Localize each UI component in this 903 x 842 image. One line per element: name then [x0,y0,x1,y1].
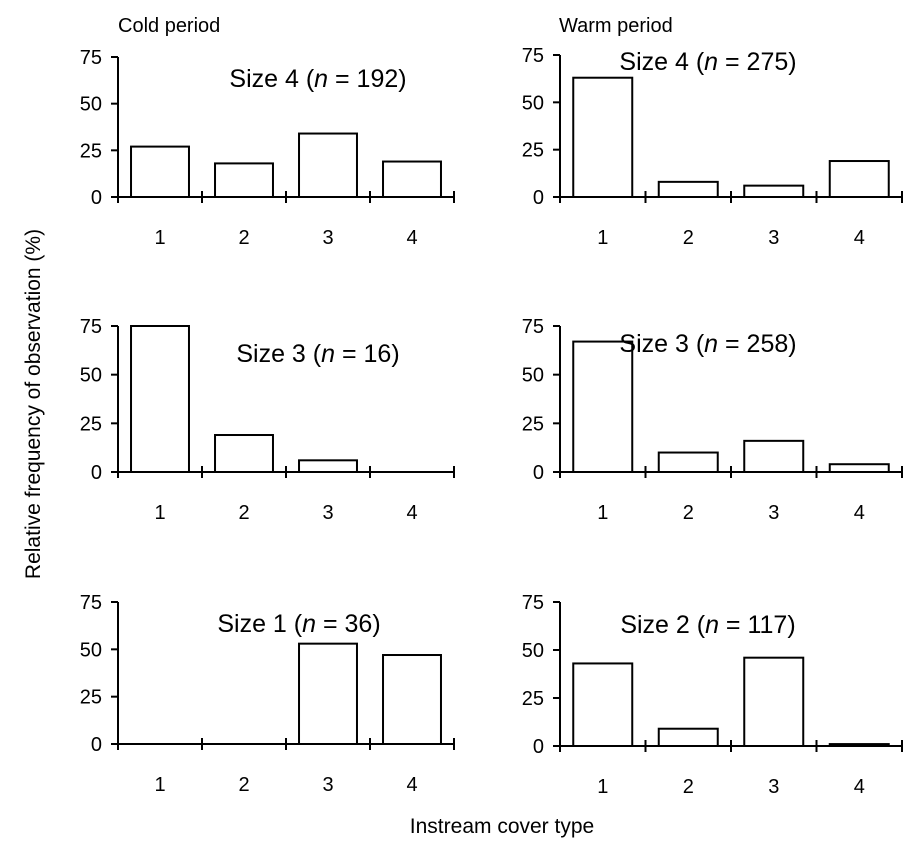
bar-2 [657,727,719,747]
y-tick-label: 75 [522,592,544,614]
y-tick-label: 75 [80,47,102,69]
x-tick-label: 4 [406,227,417,249]
x-tick-label: 1 [597,502,608,524]
x-tick-label: 2 [238,502,249,524]
x-tick-label: 2 [683,227,694,249]
bar-4 [382,160,442,199]
bar-2 [214,434,274,474]
x-tick-label: 4 [854,776,865,798]
x-tick-label: 4 [406,502,417,524]
x-tick-label: 2 [238,774,249,796]
y-tick-label: 50 [80,94,102,116]
y-axis-label: Relative frequency of observation (%) [22,229,45,579]
chart-panel-warm-size3: 0 25 50 75 1 2 3 4 Size 3 (n = 258) [522,316,903,524]
panel-title: Size 3 (n = 258) [619,330,796,358]
y-tick-label: 0 [91,734,102,756]
x-tick-label: 2 [238,227,249,249]
bar-4 [828,160,890,199]
x-tick-label: 4 [854,502,865,524]
column-title-warm: Warm period [559,15,673,37]
x-tick-label: 1 [597,227,608,249]
x-tick-label: 3 [322,502,333,524]
x-tick-label: 3 [322,227,333,249]
bar-1 [572,340,634,473]
bar-4 [828,463,890,474]
x-tick-label: 1 [154,502,165,524]
y-tick-label: 25 [80,140,102,162]
chart-panel-warm-size2: 0 25 50 75 1 2 3 4 Size 2 (n = 117) [522,592,903,798]
bar-1 [572,662,634,747]
bar-4 [828,743,890,748]
y-tick-label: 25 [522,413,544,435]
y-tick-label: 75 [522,45,544,67]
bar-4 [382,654,442,745]
x-tick-label: 3 [322,774,333,796]
y-tick-label: 25 [80,687,102,709]
column-title-cold: Cold period [118,15,220,37]
y-tick-label: 25 [80,413,102,435]
y-tick-label: 75 [80,592,102,614]
y-tick-label: 0 [91,462,102,484]
x-tick-label: 3 [768,502,779,524]
bar-3 [298,132,358,199]
panel-title: Size 1 (n = 36) [217,610,380,638]
bar-2 [657,451,719,473]
x-tick-label: 2 [683,776,694,798]
chart-panel-cold-size3: 0 25 50 75 1 2 3 4 Size 3 (n = 16) [80,316,455,524]
x-tick-label: 4 [854,227,865,249]
x-axis-label: Instream cover type [410,815,594,838]
bar-3 [298,459,358,474]
panel-title: Size 4 (n = 275) [619,48,796,76]
chart-panel-cold-size4: 0 25 50 75 1 2 3 4 Size 4 (n = 192) [80,47,455,249]
bar-1 [130,325,190,473]
chart-panel-cold-size1: 0 25 50 75 1 2 3 4 Size 1 (n = 36) [80,592,455,796]
y-tick-label: 25 [522,688,544,710]
y-tick-label: 0 [533,462,544,484]
y-tick-label: 50 [80,639,102,661]
y-tick-label: 50 [80,365,102,387]
x-tick-label: 1 [154,227,165,249]
x-tick-label: 2 [683,502,694,524]
x-tick-label: 1 [597,776,608,798]
y-tick-label: 0 [91,187,102,209]
y-tick-label: 25 [522,140,544,162]
y-tick-label: 50 [522,365,544,387]
bar-3 [743,439,805,473]
x-tick-label: 3 [768,227,779,249]
y-tick-label: 75 [522,316,544,338]
bar-1 [130,145,190,199]
panel-title: Size 2 (n = 117) [620,611,795,639]
chart-panels: 0 25 50 75 1 2 3 4 Size 4 (n = 192) 0 25 50 75 1 2 3 4 Si… [80,45,903,798]
x-tick-label: 3 [768,776,779,798]
bar-2 [214,162,274,198]
bar-3 [743,184,805,198]
bar-2 [657,180,719,198]
bar-3 [743,656,805,747]
y-tick-label: 50 [522,92,544,114]
x-tick-label: 1 [154,774,165,796]
chart-panel-warm-size4: 0 25 50 75 1 2 3 4 Size 4 (n = 275) [522,45,903,249]
y-tick-label: 75 [80,316,102,338]
y-tick-label: 50 [522,640,544,662]
x-tick-label: 4 [406,774,417,796]
panel-title: Size 3 (n = 16) [236,340,399,368]
panel-title: Size 4 (n = 192) [229,65,406,93]
y-tick-label: 0 [533,187,544,209]
bar-3 [298,642,358,745]
y-tick-label: 0 [533,736,544,758]
bar-1 [572,76,634,198]
